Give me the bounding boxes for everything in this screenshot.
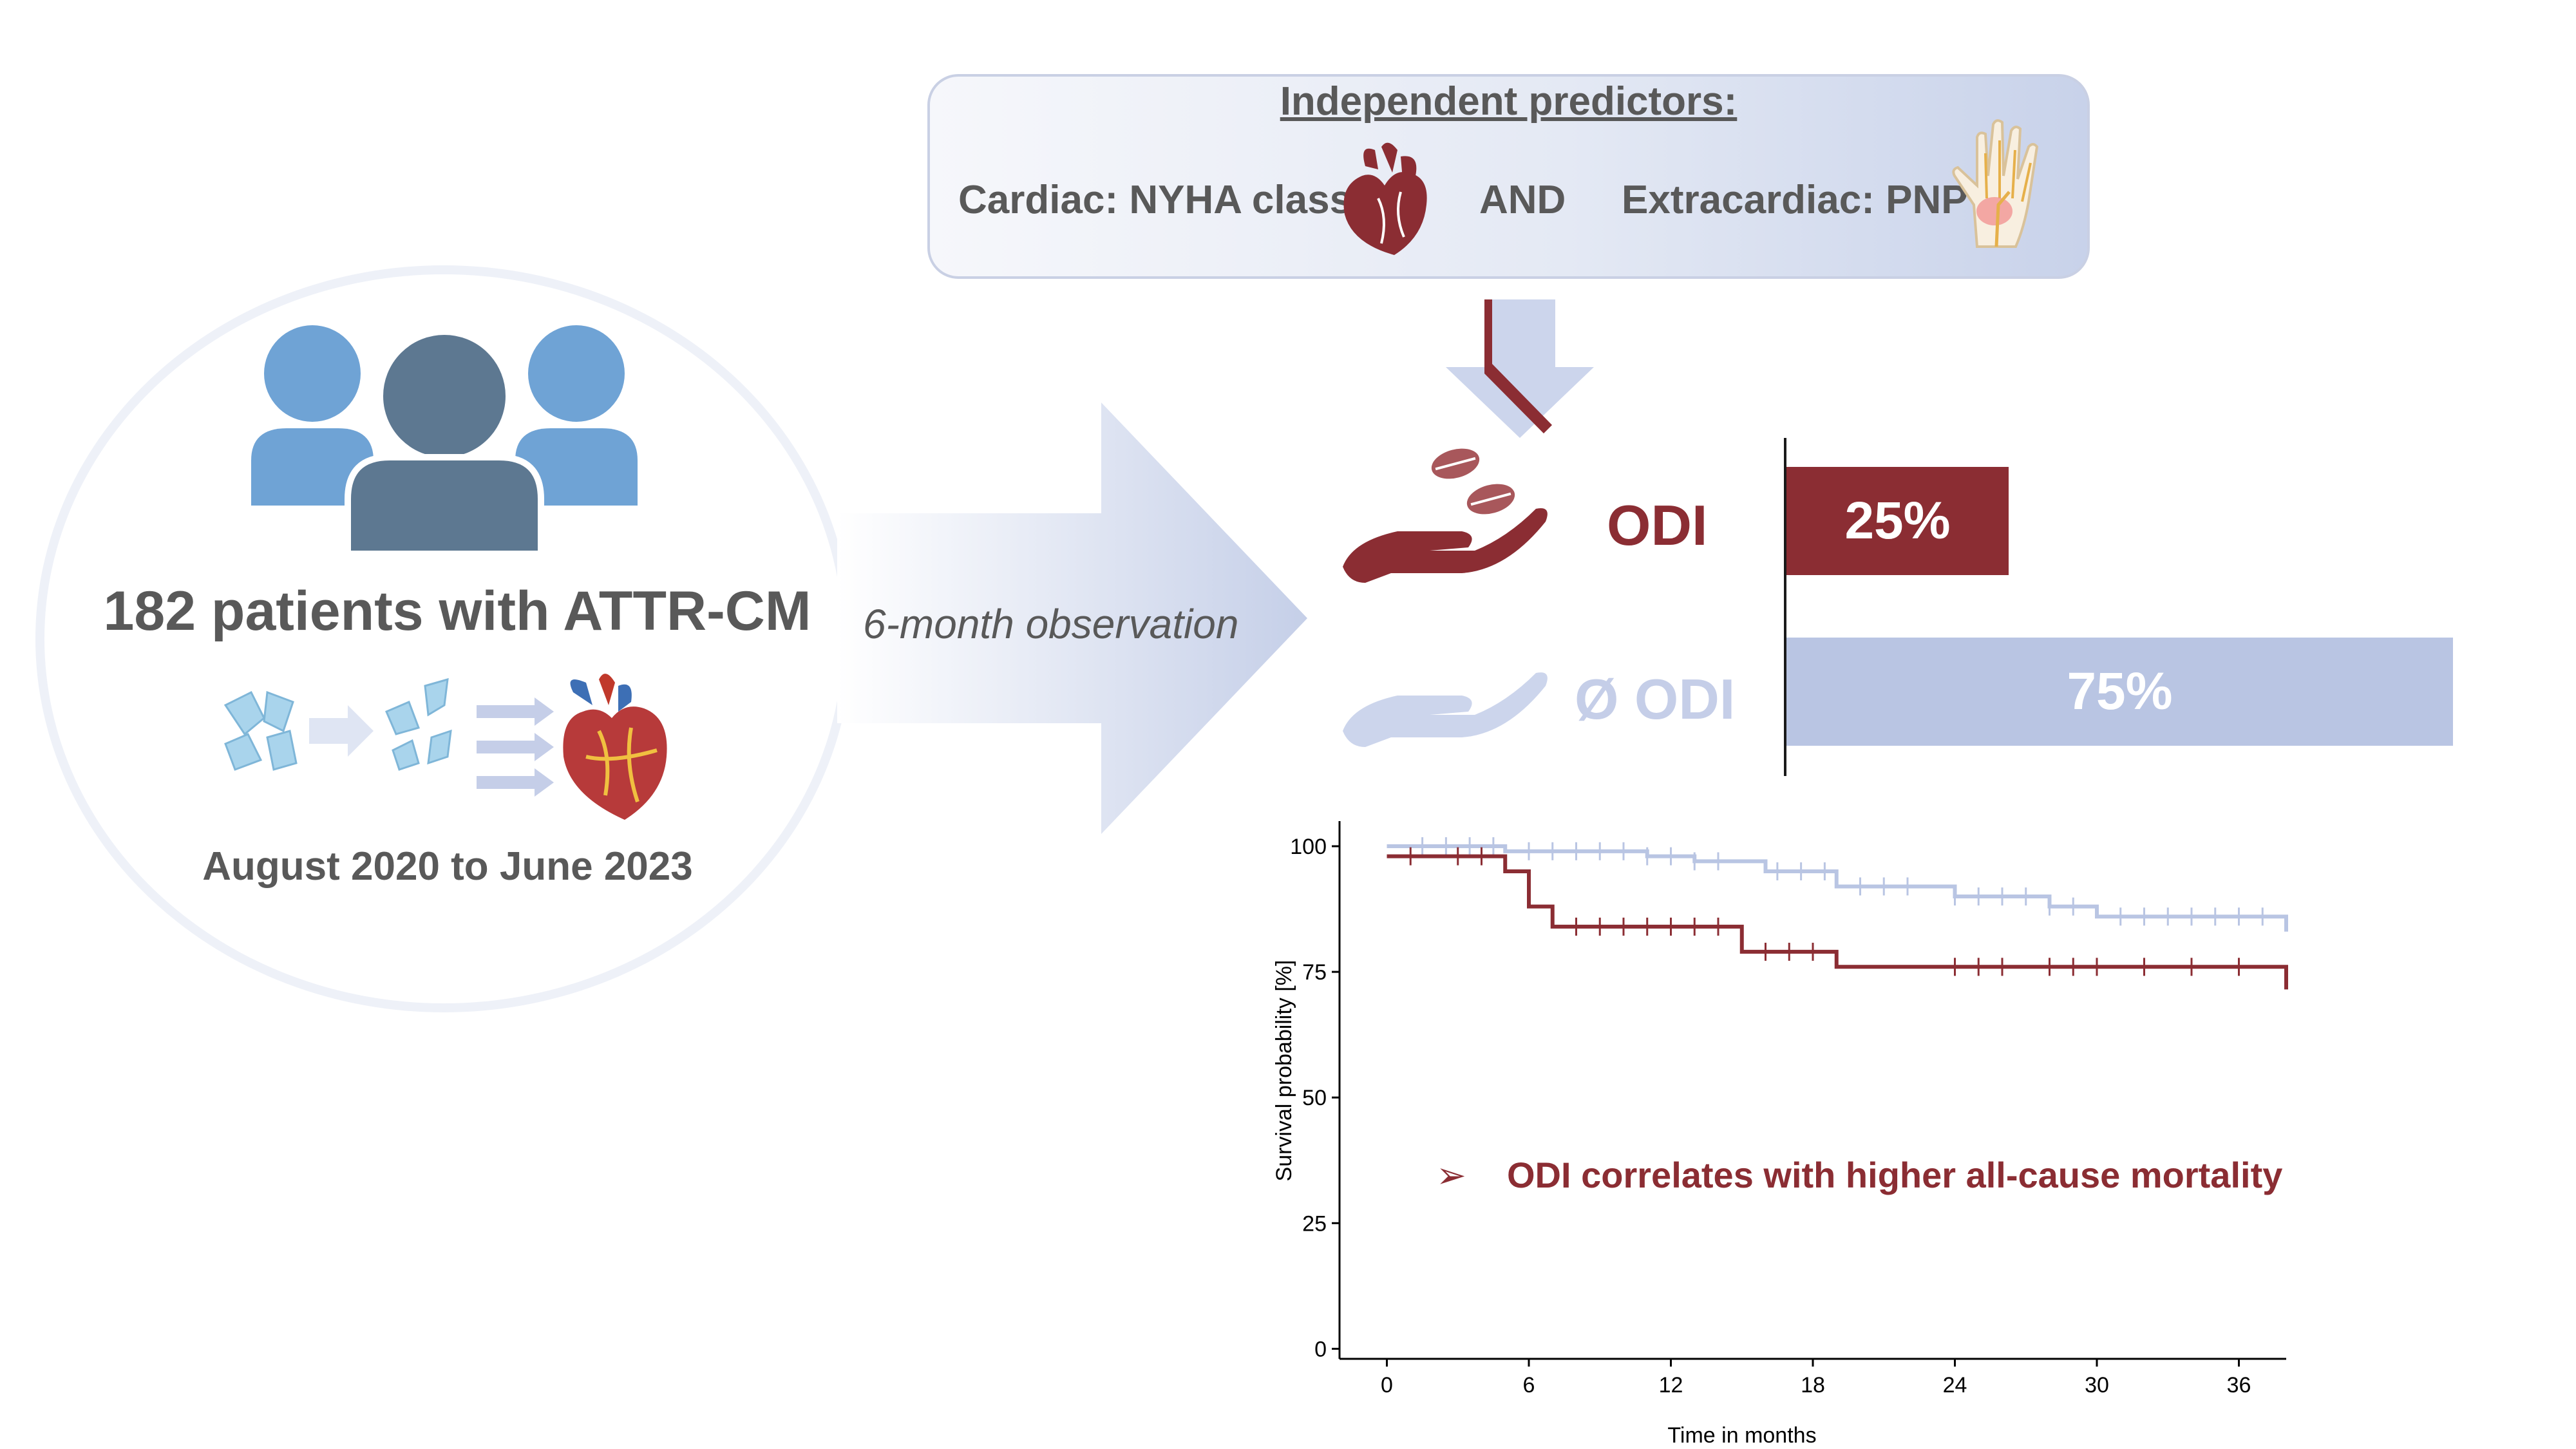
survival-chart: 0 25 50 75 100 0 6 12 18 24 30 36 Time in months Surv… — [1272, 821, 2288, 1448]
down-arrow — [1446, 299, 1594, 438]
heart-icon — [1343, 142, 1427, 255]
observation-period-label: 6-month observation — [863, 601, 1239, 647]
patient-count: 182 patients with ATTR-CM — [103, 580, 811, 642]
x-tick-label: 18 — [1801, 1373, 1825, 1397]
conclusion: ➢ ODI correlates with higher all-cause mo… — [1436, 1154, 2282, 1197]
predictors-box — [927, 74, 2090, 279]
y-tick-label: 0 — [1314, 1337, 1327, 1361]
odi-share-label: 25% — [1844, 491, 1951, 550]
conclusion-text: ODI correlates with higher all-cause mor… — [1507, 1155, 2283, 1195]
x-tick-label: 30 — [2085, 1373, 2109, 1397]
amyloid-fibril-icon — [223, 674, 667, 820]
y-axis-label: Survival probability [%] — [1272, 960, 1296, 1182]
no-odi-share-label: 75% — [2067, 662, 2173, 721]
x-tick-label: 36 — [2227, 1373, 2251, 1397]
cardiac-predictor: Cardiac: NYHA class — [958, 178, 1352, 222]
x-tick-label: 6 — [1523, 1373, 1535, 1397]
y-tick-label: 50 — [1302, 1086, 1327, 1110]
people-icon — [251, 325, 638, 554]
arrow-bullet-icon: ➢ — [1436, 1155, 1466, 1195]
x-axis-label: Time in months — [1667, 1423, 1816, 1448]
bar-axis — [1784, 438, 1786, 776]
study-period: August 2020 to June 2023 — [202, 844, 693, 889]
observation-arrow — [837, 402, 1307, 834]
survival-curve-1 — [1387, 844, 2288, 932]
x-tick-label: 24 — [1943, 1373, 1967, 1397]
y-tick-label: 25 — [1302, 1211, 1327, 1236]
survival-curve-2 — [1387, 854, 2288, 990]
x-tick-label: 12 — [1659, 1373, 1683, 1397]
empty-hand-icon — [1343, 672, 1548, 747]
y-tick-label: 100 — [1290, 835, 1327, 859]
predictors-title: Independent predictors: — [1280, 79, 1738, 124]
extracardiac-predictor: Extracardiac: PNP — [1622, 178, 1968, 222]
y-tick-label: 75 — [1302, 960, 1327, 985]
x-tick-label: 0 — [1381, 1373, 1393, 1397]
odi-group-label: ODI — [1607, 493, 1708, 557]
odi-share-bar: 25% — [1786, 467, 2009, 575]
pills-in-hand-icon — [1343, 448, 1548, 583]
no-odi-group-label: Ø ODI — [1575, 667, 1736, 731]
hand-nerve-icon — [1952, 119, 2039, 248]
predictor-connector: AND — [1479, 178, 1566, 222]
no-odi-share-bar: 75% — [1786, 638, 2453, 746]
